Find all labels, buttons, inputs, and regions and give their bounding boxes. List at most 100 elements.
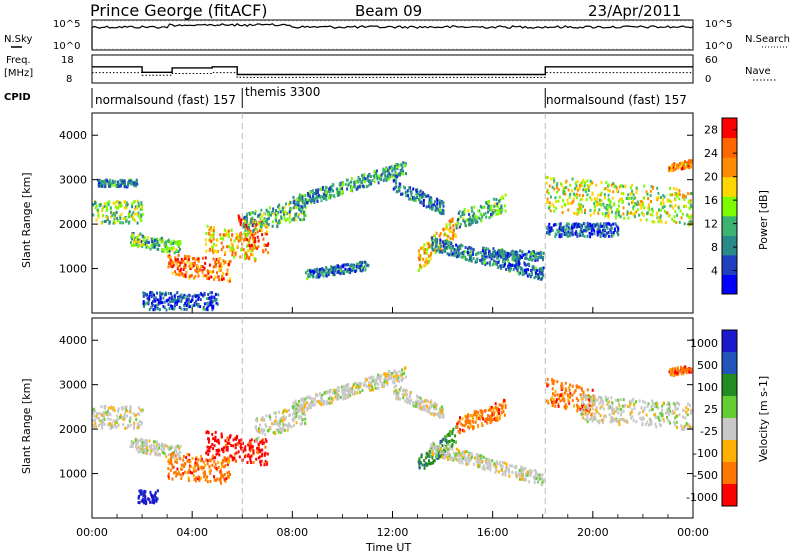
heatmap-cell: [256, 230, 259, 234]
heatmap-cell: [179, 261, 182, 265]
heatmap-cell: [228, 459, 231, 463]
heatmap-cell: [133, 207, 136, 211]
heatmap-cell: [141, 207, 144, 211]
heatmap-cell: [348, 265, 351, 268]
heatmap-cell: [435, 207, 438, 211]
heatmap-cell: [106, 417, 109, 421]
heatmap-cell: [132, 211, 135, 215]
heatmap-cell: [456, 245, 459, 249]
velocity-data: [92, 365, 693, 505]
heatmap-cell: [460, 422, 463, 426]
heatmap-cell: [522, 271, 524, 275]
heatmap-cell: [409, 399, 412, 403]
heatmap-cell: [200, 459, 203, 463]
heatmap-cell: [508, 470, 511, 474]
date-title: 23/Apr/2011: [588, 2, 681, 20]
heatmap-cell: [503, 263, 506, 267]
heatmap-cell: [133, 424, 136, 428]
heatmap-cell: [116, 414, 119, 418]
heatmap-cell: [250, 219, 253, 223]
heatmap-cell: [299, 218, 302, 222]
heatmap-cell: [232, 456, 235, 460]
heatmap-cell: [251, 245, 254, 249]
heatmap-cell: [251, 445, 254, 449]
heatmap-cell: [261, 415, 264, 419]
heatmap-cell: [624, 184, 627, 188]
heatmap-cell: [540, 251, 543, 255]
heatmap-cell: [492, 259, 495, 263]
heatmap-cell: [227, 245, 230, 248]
heatmap-cell: [548, 232, 551, 236]
heatmap-cell: [189, 465, 192, 469]
heatmap-cell: [496, 251, 499, 255]
heatmap-cell: [415, 404, 417, 408]
heatmap-cell: [315, 400, 318, 404]
heatmap-cell: [207, 269, 209, 273]
heatmap-cell: [180, 293, 183, 297]
heatmap-cell: [384, 373, 387, 377]
heatmap-cell: [174, 454, 177, 458]
heatmap-cell: [393, 369, 396, 373]
heatmap-cell: [380, 173, 383, 177]
heatmap-cell: [129, 408, 132, 412]
heatmap-cell: [171, 463, 174, 467]
heatmap-cell: [428, 195, 431, 199]
heatmap-cell: [547, 229, 550, 233]
heatmap-cell: [350, 263, 353, 267]
heatmap-cell: [311, 269, 314, 273]
heatmap-cell: [683, 165, 686, 169]
heatmap-cell: [356, 262, 358, 266]
heatmap-cell: [262, 237, 265, 241]
heatmap-cell: [346, 187, 349, 191]
heatmap-cell: [555, 184, 558, 188]
heatmap-cell: [229, 259, 232, 263]
heatmap-cell: [687, 163, 690, 167]
heatmap-cell: [640, 200, 643, 204]
heatmap-cell: [308, 395, 311, 399]
heatmap-cell: [136, 182, 139, 186]
heatmap-cell: [423, 466, 426, 470]
heatmap-cell: [467, 418, 470, 422]
heatmap-cell: [467, 413, 470, 417]
heatmap-cell: [116, 199, 119, 203]
heatmap-cell: [334, 395, 337, 399]
heatmap-cell: [576, 180, 579, 183]
heatmap-cell: [406, 193, 409, 197]
heatmap-cell: [176, 243, 179, 247]
heatmap-cell: [428, 449, 431, 453]
heatmap-cell: [549, 195, 552, 199]
heatmap-cell: [430, 403, 433, 407]
heatmap-cell: [496, 408, 499, 412]
heatmap-cell: [265, 208, 268, 212]
heatmap-cell: [115, 184, 118, 188]
heatmap-cell: [153, 293, 156, 297]
heatmap-cell: [314, 269, 317, 273]
heatmap-cell: [421, 463, 424, 467]
heatmap-cell: [239, 445, 242, 449]
nave-tick-top: 60: [705, 55, 718, 66]
heatmap-cell: [673, 215, 676, 219]
heatmap-cell: [501, 255, 504, 259]
heatmap-cell: [129, 423, 132, 427]
heatmap-cell: [175, 450, 178, 454]
heatmap-cell: [450, 444, 453, 448]
heatmap-cell: [204, 307, 207, 311]
heatmap-cell: [403, 393, 406, 397]
heatmap-cell: [552, 223, 555, 227]
heatmap-cell: [137, 406, 140, 410]
heatmap-cell: [309, 270, 312, 274]
heatmap-cell: [153, 440, 156, 444]
heatmap-cell: [219, 233, 222, 237]
heatmap-cell: [140, 439, 143, 443]
heatmap-cell: [128, 213, 131, 217]
heatmap-cell: [212, 265, 215, 269]
heatmap-cell: [282, 425, 285, 429]
heatmap-cell: [203, 291, 206, 295]
heatmap-cell: [413, 198, 416, 202]
heatmap-cell: [247, 226, 250, 229]
heatmap-cell: [195, 264, 198, 268]
heatmap-cell: [551, 229, 554, 232]
heatmap-cell: [616, 208, 619, 211]
heatmap-cell: [476, 215, 479, 219]
heatmap-cell: [247, 257, 250, 261]
